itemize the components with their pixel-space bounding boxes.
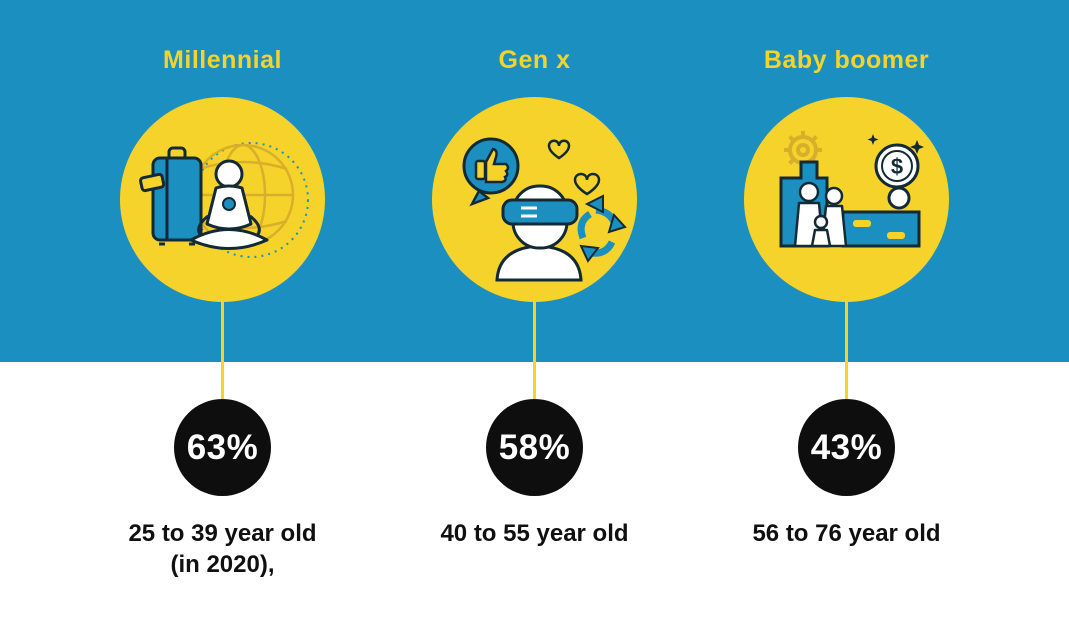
family-icon [793, 181, 847, 247]
heart-icon [573, 172, 600, 195]
age-range-label: 56 to 76 year old [752, 520, 941, 547]
column-genx: Gen x [405, 0, 665, 635]
icon-circle [432, 97, 637, 302]
wall-icon [841, 210, 920, 247]
percent-badge: 63% [174, 399, 271, 496]
connector-line [845, 302, 848, 399]
percent-badge: 58% [486, 399, 583, 496]
column-title: Millennial [163, 46, 282, 74]
connector-line [221, 302, 224, 399]
icon-circle [120, 97, 325, 302]
connector-line [533, 302, 536, 399]
meditation-travel-icon [138, 141, 309, 258]
column-title: Gen x [498, 46, 571, 74]
age-range-label: 25 to 39 year old (in 2020), [128, 520, 317, 578]
dotted-globe-outline [192, 141, 309, 258]
thumbs-up-icon [474, 147, 509, 183]
coin-dollar-symbol: $ [890, 154, 902, 179]
recycle-icon [577, 193, 627, 263]
suitcase-icon [138, 146, 202, 245]
column-millennial: Millennial [93, 0, 353, 635]
vr-person-icon [494, 184, 583, 281]
heart-icon [547, 139, 570, 159]
dollar-coin-icon: $ [874, 143, 919, 188]
meditating-person-icon [189, 159, 268, 250]
star-icon [909, 139, 924, 154]
percent-value: 43% [810, 427, 883, 467]
percent-value: 58% [498, 427, 571, 467]
family-savings-icon: $ [779, 130, 924, 247]
percent-value: 63% [186, 427, 259, 467]
column-baby-boomer: Baby boomer [717, 0, 977, 635]
like-bubble-icon [462, 137, 519, 206]
vr-social-icon [462, 137, 627, 281]
icon-circle: $ [744, 97, 949, 302]
star-icon [867, 133, 878, 145]
percent-badge: 43% [798, 399, 895, 496]
column-title: Baby boomer [763, 46, 930, 74]
age-range-label: 40 to 55 year old [440, 520, 629, 547]
vr-headset-icon [501, 198, 578, 225]
